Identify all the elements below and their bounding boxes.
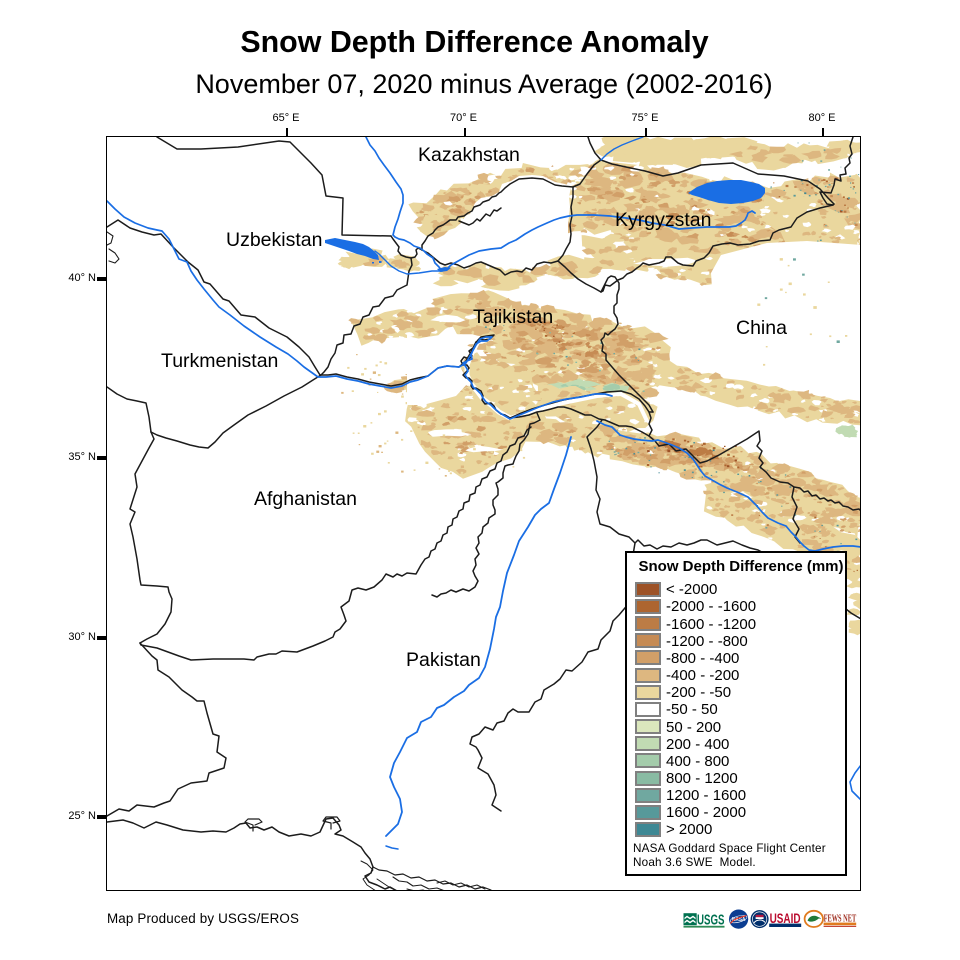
svg-text:FEWS NET: FEWS NET — [824, 913, 857, 925]
svg-text:USGS: USGS — [697, 912, 725, 928]
svg-text:USAID: USAID — [770, 910, 801, 926]
svg-text:NASA: NASA — [732, 917, 746, 923]
